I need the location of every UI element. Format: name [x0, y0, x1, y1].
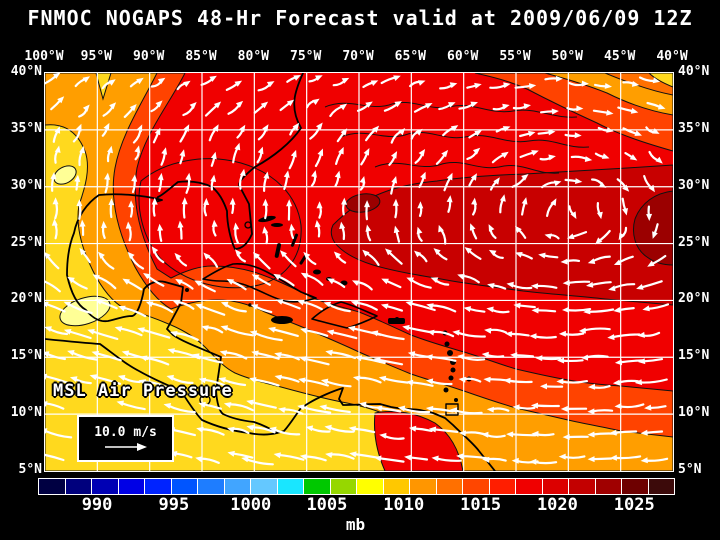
lon-label-top: 65°W	[394, 49, 426, 64]
colorbar-cell	[436, 479, 463, 494]
lat-label-left: 10°N	[10, 405, 42, 421]
colorbar-cell	[39, 479, 66, 494]
colorbar-tick: 995	[158, 495, 190, 515]
colorbar-cell	[463, 479, 490, 494]
wind-reference-arrow-icon	[104, 443, 147, 451]
lat-label-right: 35°N	[678, 120, 710, 136]
lat-label-right: 30°N	[678, 177, 710, 193]
colorbar-cell	[569, 479, 596, 494]
lat-label-left: 5°N	[18, 462, 42, 477]
colorbar-cell	[330, 479, 357, 494]
pressure-map	[45, 73, 673, 471]
lat-label-left: 40°N	[10, 64, 42, 79]
page-title: FNMOC NOGAPS 48-Hr Forecast valid at 200…	[27, 6, 693, 30]
pressure-colorbar	[38, 478, 675, 495]
colorbar-cell	[92, 479, 119, 494]
coast-north-central-america	[66, 73, 496, 471]
colorbar-cell	[489, 479, 516, 494]
lat-label-left: 30°N	[10, 177, 42, 193]
colorbar-tick: 1020	[536, 495, 578, 515]
lat-label-right: 15°N	[678, 348, 710, 364]
pressure-region-yellow-ne	[648, 73, 673, 88]
field-label: MSL Air Pressure	[53, 381, 233, 401]
lat-label-right: 20°N	[678, 291, 710, 307]
colorbar-tick: 1005	[306, 495, 348, 515]
lat-label-right: 5°N	[678, 462, 702, 477]
colorbar-cell	[198, 479, 225, 494]
colorbar-tick: 1000	[230, 495, 272, 515]
lon-label-top: 60°W	[447, 49, 479, 64]
isobar-contours	[138, 101, 590, 289]
colorbar-cell	[383, 479, 410, 494]
colorbar-tick: 1025	[613, 495, 655, 515]
pressure-region-maroon-east	[633, 190, 673, 266]
colorbar-cell	[357, 479, 384, 494]
lon-label-top: 95°W	[80, 49, 112, 64]
wind-arrows	[45, 73, 670, 466]
lon-label-top: 45°W	[604, 49, 636, 64]
lat-label-right: 10°N	[678, 405, 710, 421]
colorbar-cell	[251, 479, 278, 494]
wind-reference-value: 10.0 m/s	[94, 425, 157, 440]
colorbar-tick: 990	[81, 495, 113, 515]
colorbar-tick: 1010	[383, 495, 425, 515]
lon-label-top: 90°W	[133, 49, 165, 64]
colorbar-cell	[118, 479, 145, 494]
colorbar-cell	[304, 479, 331, 494]
lat-label-right: 25°N	[678, 234, 710, 250]
lon-label-top: 80°W	[237, 49, 269, 64]
colorbar-cell	[277, 479, 304, 494]
lon-label-top: 40°W	[656, 49, 688, 64]
latlon-grid	[45, 73, 673, 471]
lon-label-top: 100°W	[24, 49, 64, 64]
colorbar-cell	[622, 479, 649, 494]
lon-label-top: 55°W	[499, 49, 531, 64]
map-frame	[44, 72, 674, 472]
pressure-region-dark-red	[330, 164, 673, 306]
pressure-region-pale-yellow-1	[53, 165, 77, 185]
colorbar-cell	[171, 479, 198, 494]
lat-label-left: 25°N	[10, 234, 42, 250]
colorbar-cell	[65, 479, 92, 494]
colorbar-cell	[224, 479, 251, 494]
lake-okeechobee	[244, 221, 252, 229]
colorbar-cell	[410, 479, 437, 494]
lon-label-top: 75°W	[290, 49, 322, 64]
colorbar-cell	[648, 479, 674, 494]
lat-label-right: 40°N	[678, 64, 710, 79]
pressure-region-maroon-west	[345, 193, 381, 213]
lon-label-top: 50°W	[551, 49, 583, 64]
colorbar-cell	[542, 479, 569, 494]
lat-label-left: 15°N	[10, 348, 42, 364]
colorbar-cell	[516, 479, 543, 494]
colorbar-tick: 1015	[460, 495, 502, 515]
pressure-region-red-south	[374, 410, 464, 471]
wind-reference-legend: 10.0 m/s	[77, 415, 174, 462]
lon-label-top: 70°W	[342, 49, 374, 64]
lon-label-top: 85°W	[185, 49, 217, 64]
lat-label-left: 35°N	[10, 120, 42, 136]
colorbar-cell	[595, 479, 622, 494]
colorbar-units-label: mb	[345, 515, 366, 534]
islands	[185, 215, 472, 402]
colorbar-cell	[145, 479, 172, 494]
lat-label-left: 20°N	[10, 291, 42, 307]
